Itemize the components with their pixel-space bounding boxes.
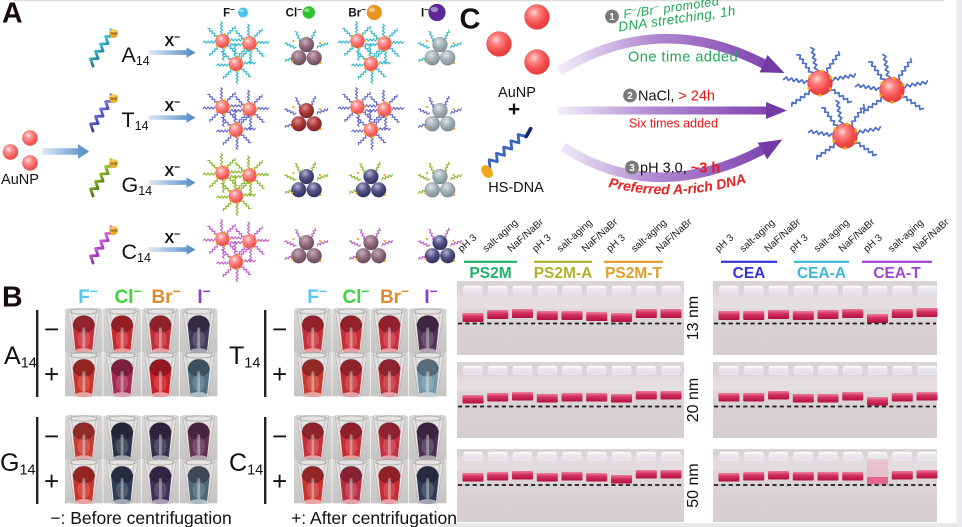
svg-text:X−: X− <box>165 32 181 50</box>
svg-text:AuNP: AuNP <box>1 172 39 188</box>
svg-text:One time added: One time added <box>628 50 738 66</box>
svg-text:NaCl, > 24h: NaCl, > 24h <box>638 89 715 105</box>
svg-text:F−: F− <box>78 284 98 308</box>
svg-text:Br−: Br− <box>348 5 366 19</box>
svg-text:Six times added: Six times added <box>629 117 718 131</box>
svg-text:−: − <box>44 421 59 451</box>
svg-text:+: + <box>44 466 59 496</box>
svg-text:20 nm: 20 nm <box>685 378 702 422</box>
svg-text:Cl−: Cl− <box>115 284 142 308</box>
svg-text:X−: X− <box>165 229 181 247</box>
svg-text:B: B <box>2 282 23 314</box>
svg-text:Cl−: Cl− <box>286 5 303 19</box>
svg-text:SH: SH <box>110 161 117 166</box>
svg-text:SH: SH <box>110 31 117 36</box>
svg-text:HS-DNA: HS-DNA <box>488 180 544 196</box>
svg-text:+: + <box>272 359 287 389</box>
svg-text:pH 3.0, ~3 h: pH 3.0, ~3 h <box>640 161 720 177</box>
svg-text:I−: I− <box>421 5 429 19</box>
svg-text:I−: I− <box>424 284 437 308</box>
svg-text:F−: F− <box>307 284 327 308</box>
svg-text:CEA: CEA <box>733 265 766 282</box>
svg-text:PS2M-T: PS2M-T <box>605 265 662 282</box>
svg-text:PS2M: PS2M <box>469 265 511 282</box>
svg-text:+: + <box>508 98 520 121</box>
svg-text:+: + <box>44 359 59 389</box>
svg-text:I−: I− <box>197 284 210 308</box>
svg-text:Br−: Br− <box>380 284 409 308</box>
svg-text:Br−: Br− <box>151 284 180 308</box>
svg-text:A: A <box>2 0 23 30</box>
svg-text:50 nm: 50 nm <box>685 463 702 507</box>
svg-text:CEA-T: CEA-T <box>873 265 921 282</box>
svg-text:−: − <box>272 421 287 451</box>
svg-text:SH: SH <box>110 96 117 101</box>
svg-text:X−: X− <box>165 162 181 180</box>
svg-text:X−: X− <box>165 97 181 115</box>
svg-text:2: 2 <box>627 91 633 102</box>
svg-text:13 nm: 13 nm <box>685 296 702 340</box>
svg-text:PS2M-A: PS2M-A <box>534 265 593 282</box>
svg-text:F−: F− <box>223 5 235 19</box>
svg-text:−: − <box>272 314 287 344</box>
svg-text:SH: SH <box>110 228 117 233</box>
svg-text:3: 3 <box>629 163 635 174</box>
svg-text:AuNP: AuNP <box>498 85 536 101</box>
svg-text:1: 1 <box>609 12 615 23</box>
svg-text:+: + <box>272 466 287 496</box>
svg-text:+: After centrifugation: +: After centrifugation <box>291 508 457 527</box>
svg-text:Cl−: Cl− <box>343 284 370 308</box>
svg-text:CEA-A: CEA-A <box>797 265 846 282</box>
svg-text:−: Before centrifugation: −: Before centrifugation <box>50 508 231 527</box>
svg-text:C: C <box>460 4 481 36</box>
svg-text:G14: G14 <box>122 173 153 198</box>
svg-text:C14: C14 <box>122 240 151 265</box>
svg-text:−: − <box>44 314 59 344</box>
